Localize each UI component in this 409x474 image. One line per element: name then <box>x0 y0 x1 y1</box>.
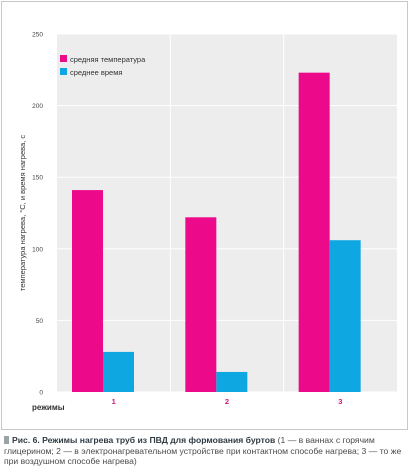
bar-chart: 0 50 100 150 200 250 1 2 3 средняя температура … <box>18 32 397 412</box>
legend-label-temperature: средняя температура <box>70 55 146 64</box>
bar-temperature-2 <box>185 217 217 392</box>
bar-temperature-3 <box>298 72 330 392</box>
y-tick-label: 150 <box>32 175 43 182</box>
legend-swatch-time <box>60 68 67 75</box>
x-axis-label: режимы <box>32 403 65 412</box>
y-tick-label: 0 <box>39 390 43 397</box>
x-tick-label: 2 <box>225 397 229 406</box>
x-tick-label: 3 <box>338 397 342 406</box>
legend-swatch-temperature <box>60 55 67 62</box>
legend: средняя температура среднее время <box>60 55 146 77</box>
caption-marker <box>4 436 9 444</box>
bar-temperature-1 <box>72 190 103 392</box>
legend-label-time: среднее время <box>70 68 122 77</box>
y-tick-label: 50 <box>36 318 44 325</box>
caption-body: (1 — в ваннах с горячим глицерином; 2 — … <box>4 435 402 467</box>
bar-time-3 <box>329 240 361 392</box>
y-tick-labels: 0 50 100 150 200 250 <box>32 32 43 397</box>
bars <box>72 72 361 392</box>
bar-time-1 <box>103 351 134 392</box>
y-axis-label: температура нагрева, °С, и время нагрева… <box>18 135 27 291</box>
y-tick-label: 250 <box>32 32 43 39</box>
x-tick-labels: 1 2 3 <box>112 397 343 406</box>
caption-title: Рис. 6. Режимы нагрева труб из ПВД для ф… <box>12 435 276 445</box>
figure-caption: Рис. 6. Режимы нагрева труб из ПВД для ф… <box>4 435 404 467</box>
y-tick-label: 200 <box>32 103 43 110</box>
x-tick-label: 1 <box>112 397 116 406</box>
y-tick-label: 100 <box>32 246 43 253</box>
bar-time-2 <box>216 371 248 392</box>
